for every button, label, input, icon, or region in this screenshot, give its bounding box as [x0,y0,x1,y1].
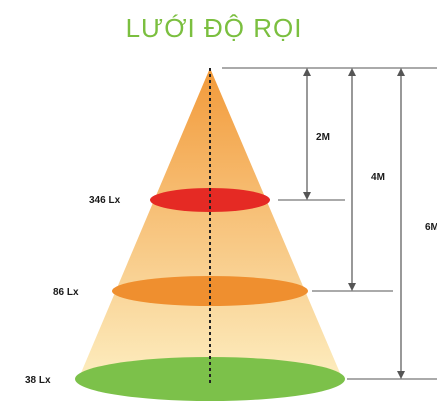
light-cone [78,68,343,391]
distance-label-2m: 2M [316,132,330,143]
dimension-arrow-2m [303,68,311,200]
lux-label-2m: 346 Lx [89,195,121,206]
dimension-arrow-4m [348,68,356,291]
lux-label-4m: 86 Lx [53,287,79,298]
distance-label-4m: 4M [371,172,385,183]
illuminance-ring-6m [75,357,345,401]
diagram-title: LƯỚI ĐỘ RỌI [126,13,303,43]
distance-label-6m: 6M [425,222,437,233]
lux-label-6m: 38 Lx [25,375,51,386]
dimension-arrow-6m [397,68,405,379]
